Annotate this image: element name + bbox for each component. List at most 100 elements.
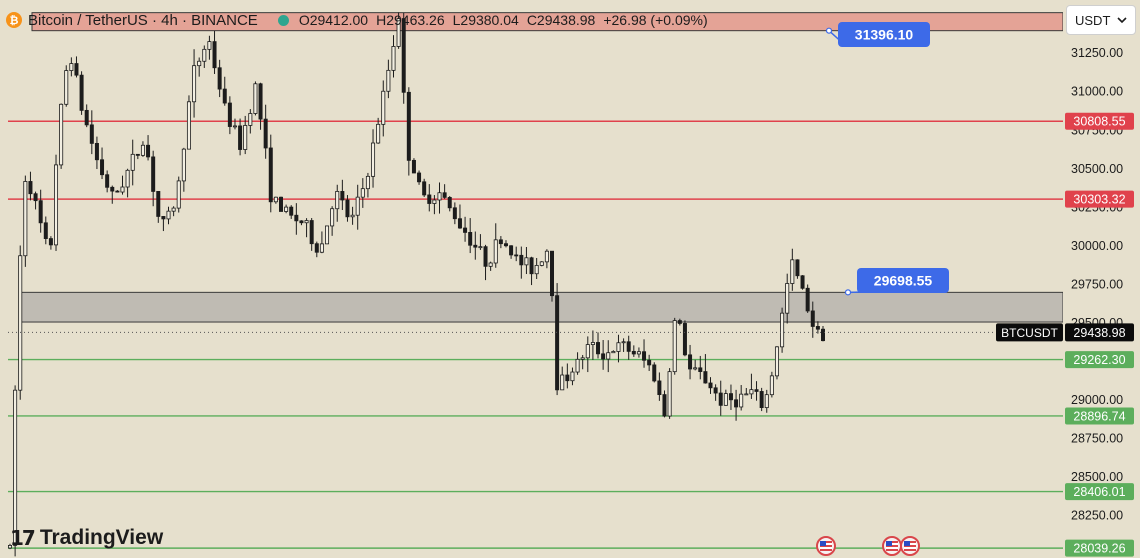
price-axis[interactable] [1063, 0, 1140, 558]
candle-body [84, 109, 89, 126]
candle-body [314, 243, 319, 253]
symbol-header[interactable]: ₿ Bitcoin / TetherUS · 4h · BINANCE O294… [6, 9, 708, 31]
candle-body [488, 262, 493, 267]
candle-body [125, 169, 130, 188]
price-callout-label: 29698.55 [874, 273, 933, 289]
candle-body [33, 193, 38, 202]
candle-body [785, 283, 790, 314]
candle-body [401, 18, 406, 93]
market-status-icon [277, 14, 289, 26]
candle-body [754, 389, 759, 392]
us-flag-event-icon[interactable] [816, 536, 836, 556]
candle-body [544, 250, 549, 263]
y-tick-label: 28500.00 [1071, 470, 1123, 484]
candle-body [815, 326, 820, 330]
y-tick-label: 29750.00 [1071, 277, 1123, 291]
candle-body [319, 243, 324, 253]
last-price-tag [1065, 323, 1134, 342]
tradingview-logo[interactable]: 17 TradingView [10, 526, 163, 550]
candle-body [335, 191, 340, 210]
price-callout[interactable] [857, 268, 949, 293]
candle-body [657, 380, 662, 396]
candle-body [432, 199, 437, 204]
candle-body [764, 394, 769, 409]
symbol-title[interactable]: Bitcoin / TetherUS · 4h · BINANCE [28, 11, 258, 29]
y-tick-label: 30000.00 [1071, 239, 1123, 253]
candle-body [728, 393, 733, 401]
candle-body [110, 186, 115, 192]
candle-body [739, 393, 744, 408]
candle-body [519, 254, 524, 266]
candle-body [217, 67, 222, 90]
symbol-tag-label: BTCUSDT [1001, 326, 1058, 340]
candle-body [232, 125, 237, 128]
candle-body [483, 246, 488, 267]
candle-body [146, 144, 151, 158]
level-price-label: 28039.26 [1073, 542, 1125, 556]
candle-body [360, 188, 365, 198]
y-tick-label: 31250.00 [1071, 46, 1123, 60]
candle-body [304, 220, 309, 224]
candle-body [805, 287, 810, 312]
candle-body [263, 118, 268, 149]
level-price-tag[interactable] [1065, 539, 1134, 557]
candle-body [611, 351, 616, 354]
candle-body [176, 180, 181, 209]
candle-body [550, 250, 555, 297]
candle-body [606, 352, 611, 360]
level-price-tag[interactable] [1065, 407, 1134, 425]
candle-body [422, 181, 427, 196]
candle-body [463, 227, 468, 233]
tradingview-logo-text: TradingView [39, 526, 164, 549]
candle-body [258, 83, 263, 120]
candle-body [94, 142, 99, 161]
candle-body [330, 208, 335, 227]
candle-body [197, 60, 202, 67]
candle-body [560, 374, 565, 391]
candle-body [601, 353, 606, 360]
level-price-label: 30303.32 [1073, 193, 1125, 207]
candle-body [677, 320, 682, 324]
candle-body [350, 214, 355, 218]
candle-body [452, 207, 457, 220]
mid-zone[interactable] [18, 291, 1064, 323]
candle-body [74, 63, 79, 76]
candle-body [580, 357, 585, 360]
us-flag-event-icon[interactable] [900, 536, 920, 556]
candle-body [396, 18, 401, 47]
candle-body [718, 392, 723, 406]
price-callout-label: 31396.10 [855, 27, 914, 43]
level-price-label: 28896.74 [1073, 409, 1125, 423]
level-price-tag[interactable] [1065, 351, 1134, 369]
candle-body [43, 222, 48, 239]
candle-body [130, 153, 135, 171]
y-tick-label: 31000.00 [1071, 85, 1123, 99]
candle-body [38, 200, 43, 224]
candle-body [534, 265, 539, 275]
candle-body [626, 341, 631, 352]
level-price-tag[interactable] [1065, 112, 1134, 130]
candle-body [79, 74, 84, 111]
candle-body [652, 364, 657, 382]
candle-body [54, 164, 59, 246]
candle-body [89, 124, 94, 144]
candle-body [355, 196, 360, 216]
level-price-tag[interactable] [1065, 190, 1134, 208]
currency-selector[interactable]: USDT [1066, 5, 1136, 35]
candle-body [672, 320, 677, 373]
candle-body [621, 341, 626, 344]
candle-body [493, 239, 498, 264]
currency-value: USDT [1075, 12, 1111, 28]
candle-body [222, 88, 227, 104]
price-callout[interactable] [838, 22, 930, 47]
candle-body [227, 102, 232, 127]
candle-body [774, 346, 779, 377]
candle-body [386, 69, 391, 92]
candle-body [151, 156, 156, 192]
candle-body [688, 354, 693, 370]
us-flag-event-icon[interactable] [882, 536, 902, 556]
candle-body [253, 83, 258, 114]
level-price-tag[interactable] [1065, 483, 1134, 501]
